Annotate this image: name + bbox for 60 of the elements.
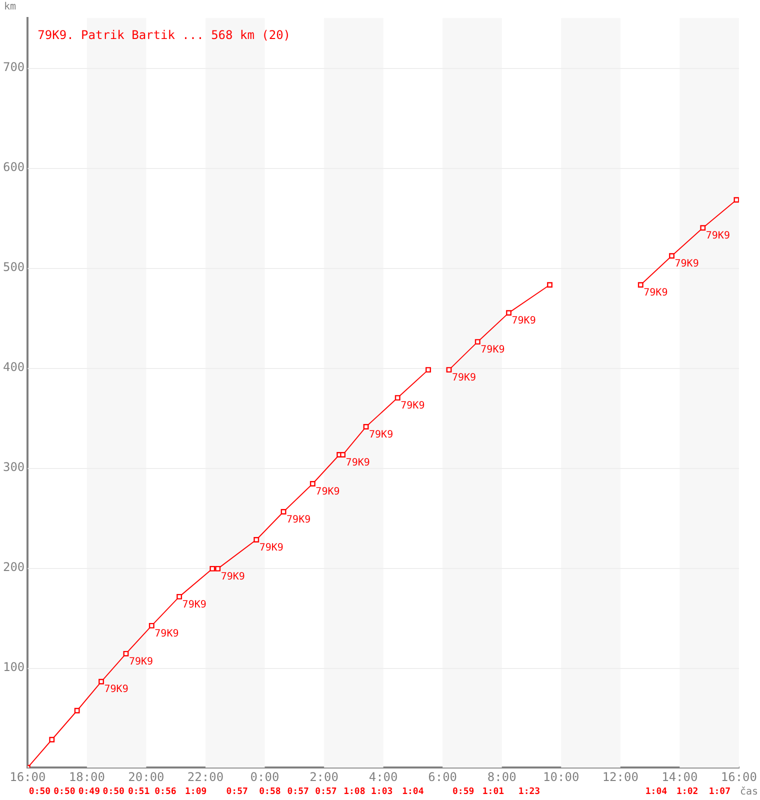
x-tick-label: 12:00 [602,770,638,784]
annotation: 79K9 [512,315,536,326]
x-tick-label: 4:00 [368,770,398,784]
text: 1:09 [185,786,207,797]
x-tick-label: 22:00 [187,770,224,784]
text: 0:50 [102,786,124,797]
y-tick-label: 100 [2,660,25,674]
annotation: 79K9 [369,429,394,440]
text: 0:50 [28,786,51,797]
annotation: 79K9 [104,684,128,696]
y-axis-title: km [4,2,16,13]
annotation: 79K9 [286,514,311,526]
x-tick-label: 14:00 [662,770,698,784]
text: 1:07 [708,786,731,797]
annotation: 79K9 [400,400,425,412]
y-tick-label: 600 [2,160,25,174]
text: 0:59 [452,786,474,797]
x-tick-label: 10:00 [543,770,580,784]
annotation: 79K9 [346,457,370,468]
text: 79K9. Patrik Bartik ... 568 km (20) [38,28,291,42]
y-tick-label: 500 [2,260,25,274]
text: 1:04 [402,786,424,797]
x-tick-label: 0:00 [250,770,280,784]
annotation: 79K9 [674,258,699,270]
x-axis-title: čas [740,786,758,798]
annotation: 79K9 [316,486,340,498]
annotation: 79K9 [644,287,668,298]
text: 0:51 [128,786,150,797]
text: 1:08 [344,786,366,797]
annotation: 79K9 [182,599,206,610]
x-tick-label: 8:00 [487,770,516,784]
annotation: 79K9 [452,372,476,384]
text: 1:02 [676,786,698,797]
y-tick-label: 200 [2,560,25,574]
text: 1:04 [645,786,668,797]
text: 0:49 [78,786,100,797]
text: 0:58 [259,786,281,797]
x-tick-label: 18:00 [68,770,106,784]
text: 0:50 [54,786,76,797]
text: 0:57 [315,786,337,797]
y-tick-label: 700 [2,60,25,74]
y-tick-label: 300 [2,460,25,474]
annotation: 79K9 [128,656,154,668]
text: 0:56 [154,786,176,797]
annotation: 79K9 [220,571,245,582]
text: 1:01 [482,786,504,797]
x-tick-label: 6:00 [428,770,458,784]
annotation: 79K9 [259,542,284,554]
annotation: 79K9 [706,230,730,242]
annotation: 79K9 [480,344,505,356]
x-tick-label: 2:00 [310,770,338,784]
annotation: 79K9 [154,628,179,640]
text: 1:03 [370,786,393,797]
x-tick-label: 20:00 [128,770,164,784]
text: 0:57 [226,786,248,797]
x-tick-label: 16:00 [720,770,757,784]
x-tick-label: 16:00 [10,770,46,784]
text: 0:57 [287,786,309,797]
text: 1:23 [518,786,540,797]
y-tick-label: 400 [2,360,25,374]
